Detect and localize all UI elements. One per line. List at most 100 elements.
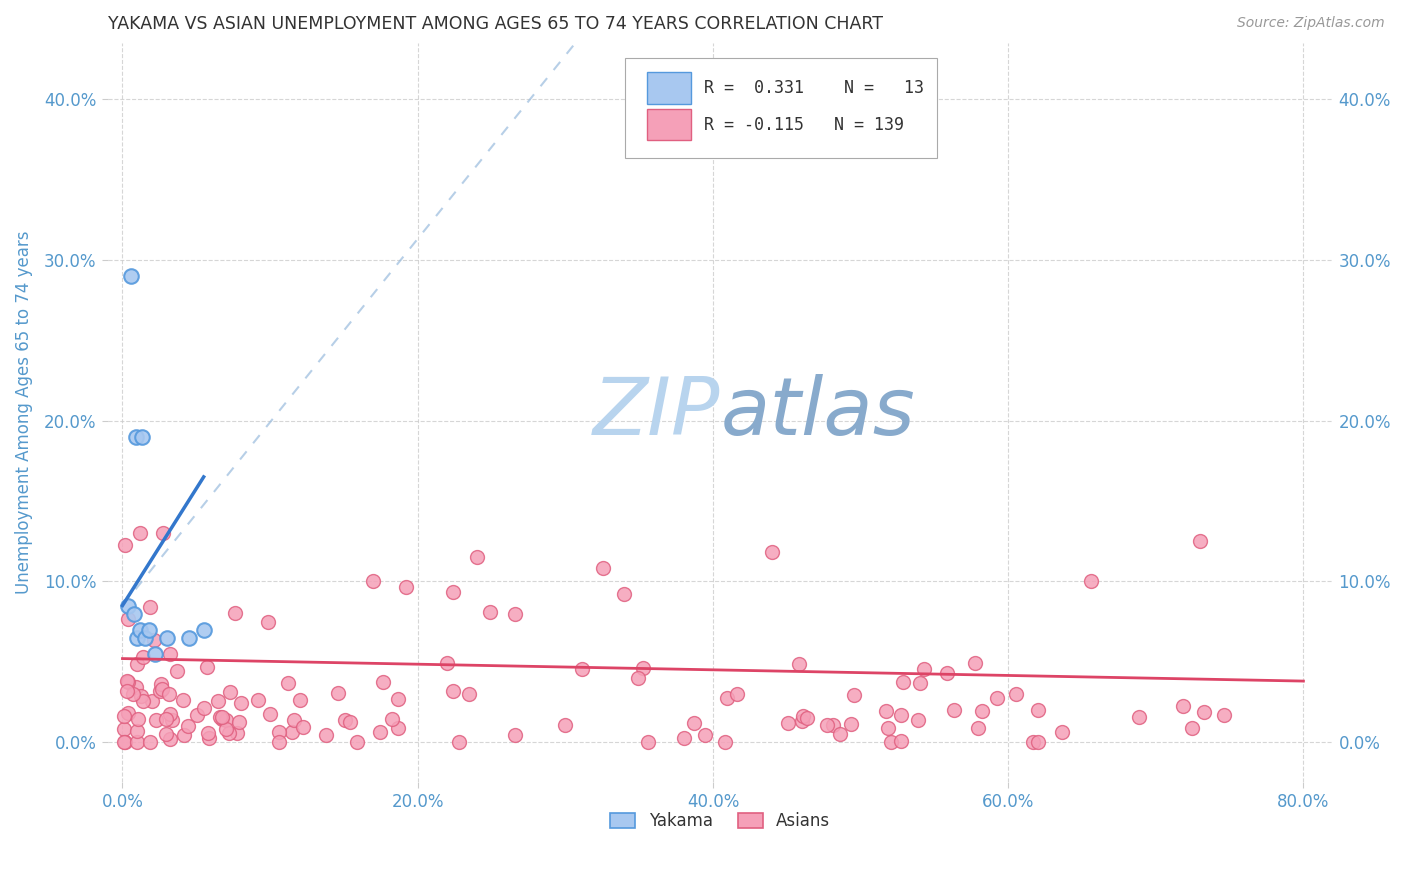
Point <box>554 718 576 732</box>
Point <box>387 721 409 735</box>
Point <box>159 648 181 662</box>
Point <box>159 731 181 746</box>
Point <box>143 647 166 661</box>
Point <box>714 735 737 749</box>
Point <box>112 709 135 723</box>
Point <box>970 704 993 718</box>
Point <box>281 724 304 739</box>
Point <box>371 675 394 690</box>
Point <box>117 683 139 698</box>
Point <box>457 687 479 701</box>
Point <box>1192 705 1215 719</box>
Point <box>218 726 240 740</box>
Point <box>1022 735 1045 749</box>
Point <box>761 545 783 559</box>
Point <box>1128 710 1150 724</box>
Point <box>267 735 290 749</box>
Point <box>315 728 337 742</box>
Point <box>725 687 748 701</box>
Point <box>152 526 174 541</box>
Point <box>792 709 814 723</box>
Point <box>1189 534 1212 549</box>
Point <box>125 723 148 738</box>
Point <box>145 714 167 728</box>
Point <box>129 690 152 704</box>
Point <box>986 691 1008 706</box>
Point <box>592 561 614 575</box>
Point <box>478 605 501 619</box>
Point <box>207 694 229 708</box>
Point <box>114 538 136 552</box>
Point <box>218 684 240 698</box>
Point <box>224 606 246 620</box>
Point <box>125 735 148 749</box>
Point <box>503 727 526 741</box>
Point <box>907 713 929 727</box>
Point <box>935 666 957 681</box>
Point <box>125 681 148 695</box>
Y-axis label: Unemployment Among Ages 65 to 74 years: Unemployment Among Ages 65 to 74 years <box>15 231 32 594</box>
Point <box>326 686 349 700</box>
FancyBboxPatch shape <box>624 58 938 158</box>
Point <box>672 731 695 745</box>
Point <box>198 731 221 745</box>
Point <box>844 688 866 702</box>
Point <box>571 662 593 676</box>
Point <box>879 735 901 749</box>
Point <box>177 631 200 645</box>
Point <box>138 623 160 637</box>
Point <box>215 722 238 736</box>
Point <box>776 715 799 730</box>
Point <box>150 682 173 697</box>
Point <box>387 692 409 706</box>
Point <box>1004 688 1026 702</box>
Point <box>197 726 219 740</box>
Point <box>1026 735 1049 749</box>
Text: YAKAMA VS ASIAN UNEMPLOYMENT AMONG AGES 65 TO 74 YEARS CORRELATION CHART: YAKAMA VS ASIAN UNEMPLOYMENT AMONG AGES … <box>108 15 883 33</box>
Text: ZIP: ZIP <box>593 374 720 451</box>
Point <box>1026 703 1049 717</box>
FancyBboxPatch shape <box>647 110 690 141</box>
Point <box>193 700 215 714</box>
Point <box>292 720 315 734</box>
Point <box>149 677 172 691</box>
Point <box>815 717 838 731</box>
Point <box>963 656 986 670</box>
Point <box>288 693 311 707</box>
Point <box>821 718 844 732</box>
Point <box>436 657 458 671</box>
Point <box>156 631 179 645</box>
Point <box>695 728 717 742</box>
Point <box>465 550 488 565</box>
Point <box>339 714 361 729</box>
Point <box>229 696 252 710</box>
Point <box>160 714 183 728</box>
Point <box>134 631 156 645</box>
Point <box>1171 699 1194 714</box>
Point <box>441 585 464 599</box>
Point <box>177 719 200 733</box>
Point <box>193 623 215 637</box>
Point <box>124 607 146 621</box>
Text: R =  0.331    N =   13: R = 0.331 N = 13 <box>704 79 924 97</box>
Point <box>796 711 818 725</box>
Point <box>283 713 305 727</box>
Point <box>828 726 851 740</box>
Point <box>631 661 654 675</box>
Point <box>141 693 163 707</box>
Point <box>891 674 914 689</box>
Point <box>890 733 912 747</box>
Point <box>943 703 966 717</box>
Point <box>839 717 862 731</box>
Point <box>1050 724 1073 739</box>
Point <box>117 675 139 690</box>
Point <box>876 721 898 735</box>
Point <box>363 574 385 589</box>
Text: atlas: atlas <box>720 374 915 451</box>
Point <box>112 722 135 736</box>
Point <box>117 612 139 626</box>
Point <box>114 735 136 749</box>
Point <box>912 662 935 676</box>
Point <box>129 526 152 541</box>
Point <box>211 712 233 726</box>
